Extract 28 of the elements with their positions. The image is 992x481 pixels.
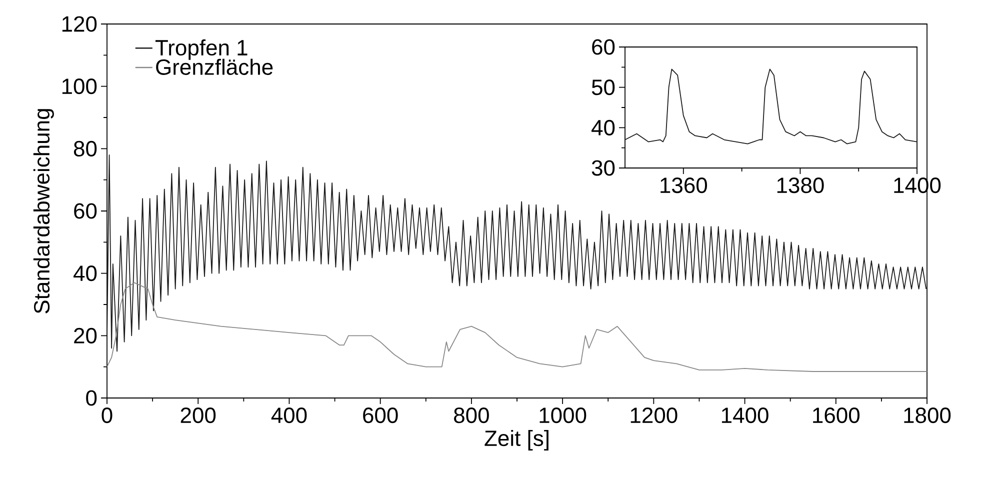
x-tick-label: 400 xyxy=(271,408,307,424)
y-tick-label: 100 xyxy=(62,78,97,94)
y-axis-title: Standardabweichung xyxy=(33,109,54,314)
y-tick-label: 50 xyxy=(592,80,615,96)
y-tick-label: 60 xyxy=(592,39,615,55)
x-tick-label: 1800 xyxy=(904,408,951,424)
x-tick-label: 1400 xyxy=(722,408,768,424)
x-tick-label: 1360 xyxy=(660,178,708,194)
x-tick-label: 600 xyxy=(363,408,398,424)
y-tick-label: 80 xyxy=(74,140,97,156)
x-tick-label: 1380 xyxy=(777,178,824,194)
y-tick-label: 40 xyxy=(592,120,615,136)
x-tick-label: 800 xyxy=(454,408,489,424)
y-tick-label: 120 xyxy=(62,16,97,32)
x-tick-label: 1200 xyxy=(630,408,678,424)
x-tick-label: 1000 xyxy=(540,408,586,424)
y-tick-label: 30 xyxy=(592,160,615,176)
y-tick-label: 40 xyxy=(74,266,97,282)
x-tick-label: 200 xyxy=(180,408,216,424)
legend-label: Tropfen 1 xyxy=(155,39,248,60)
legend-label: Grenzfläche xyxy=(156,58,273,75)
x-tick-label: 0 xyxy=(102,408,112,424)
y-tick-label: 0 xyxy=(86,390,97,406)
y-tick-label: 20 xyxy=(74,328,97,344)
x-axis-title: Zeit [s] xyxy=(484,430,548,450)
y-tick-label: 60 xyxy=(74,203,97,219)
x-tick-label: 1600 xyxy=(813,408,860,424)
line-series xyxy=(625,68,918,144)
